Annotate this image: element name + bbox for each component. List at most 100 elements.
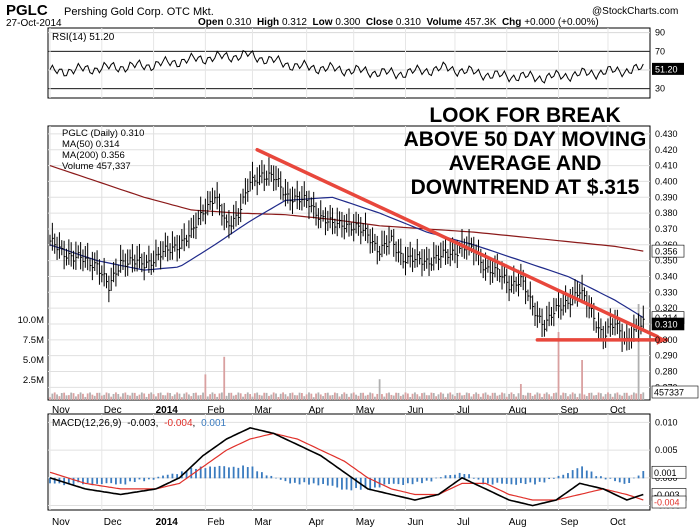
volume-bar	[251, 396, 254, 400]
macd-histogram-bar	[308, 477, 310, 485]
volume-bar	[512, 394, 515, 400]
macd-histogram-bar	[604, 477, 607, 480]
macd-histogram-bar	[256, 471, 259, 479]
volume-bar	[623, 392, 626, 400]
macd-histogram-bar	[279, 477, 282, 480]
volume-bar	[145, 396, 148, 400]
volume-bar	[67, 395, 70, 400]
volume-bar	[614, 393, 616, 400]
macd-histogram-bar	[289, 477, 292, 484]
volume-bar	[555, 392, 558, 400]
volume-bar	[206, 396, 209, 400]
ma50-legend: MA(50) 0.314	[62, 139, 120, 150]
volume-bar	[199, 395, 202, 400]
volume-bar	[468, 393, 470, 400]
volume-bar	[268, 395, 270, 400]
macd-histogram-bar	[402, 477, 405, 485]
volume-bar	[602, 396, 605, 400]
volume-tick-label: 10.0M	[18, 315, 44, 326]
volume-bar	[70, 392, 73, 400]
price-tick-label: 0.400	[655, 176, 678, 186]
macd-histogram-bar	[110, 477, 113, 484]
price-tick-label: 0.300	[655, 335, 678, 345]
volume-bar	[98, 392, 101, 400]
volume-bar	[155, 396, 157, 400]
volume-bar	[96, 392, 98, 400]
volume-bar	[538, 393, 541, 400]
macd-histogram-bar	[77, 477, 80, 483]
macd-histogram-bar	[642, 471, 645, 479]
volume-bar	[286, 396, 289, 400]
volume-bar	[204, 374, 207, 400]
volume-bar	[93, 395, 96, 400]
volume-bar	[545, 392, 548, 400]
volume-bar	[484, 392, 487, 400]
low-label: Low	[312, 17, 333, 28]
volume-bar	[531, 395, 534, 400]
company-name: Pershing Gold Corp. OTC Mkt.	[64, 6, 214, 18]
volume-bar	[341, 394, 343, 400]
macd-histogram-bar	[82, 477, 84, 485]
volume-bar	[63, 392, 66, 400]
trendline-arrowhead	[656, 334, 667, 345]
rsi-panel-frame	[47, 27, 651, 99]
volume-bar	[432, 393, 435, 400]
volume-bar	[571, 392, 574, 400]
price-value-badge-text: 0.310	[655, 319, 678, 329]
price-xtick-label: Dec	[104, 405, 122, 416]
macd-histogram-bar	[581, 466, 583, 479]
price-xtick-label: 2014	[156, 405, 179, 416]
volume-bar	[498, 394, 501, 400]
price-xtick-label: Jun	[408, 405, 424, 416]
low-value: 0.300	[335, 17, 361, 28]
macd-histogram-bar	[585, 470, 588, 479]
macd-histogram-bar	[392, 477, 395, 484]
volume-bar	[119, 396, 122, 400]
macd-histogram-bar	[609, 477, 612, 479]
volume-bar	[103, 394, 106, 400]
volume-bar	[557, 332, 560, 400]
macd-histogram-bar	[190, 467, 193, 479]
volume-bar	[256, 392, 259, 400]
volume-bar	[378, 379, 381, 400]
macd-histogram-bar	[213, 466, 216, 479]
volume-bar	[329, 395, 332, 400]
rsi-tick-label: 90	[655, 28, 665, 38]
macd-histogram-bar	[590, 471, 593, 479]
volume-bar	[117, 394, 120, 400]
macd-histogram-bar	[242, 465, 244, 479]
macd-histogram-bar	[317, 477, 320, 486]
volume-bar	[578, 393, 581, 400]
volume-bar	[58, 396, 61, 400]
volume-bar	[225, 395, 228, 400]
macd-xtick-label: Dec	[104, 517, 122, 528]
macd-histogram-bar	[86, 477, 89, 484]
macd-histogram-bar	[49, 477, 51, 484]
volume-bar	[74, 396, 77, 400]
macd-histogram-bar	[477, 477, 480, 480]
volume-bar	[336, 393, 339, 400]
macd-legend: MACD(12,26,9) -0.003, -0.004, 0.001	[52, 418, 227, 429]
volume-bar	[489, 395, 492, 400]
volume-bar	[458, 392, 461, 400]
volume-bar	[338, 396, 341, 400]
macd-histogram-bar	[185, 471, 188, 479]
macd-histogram-bar	[251, 466, 254, 479]
macd-histogram-bar	[67, 477, 70, 484]
volume-bar	[171, 396, 174, 400]
volume-bar	[404, 392, 407, 400]
volume-bar	[451, 394, 454, 400]
volume-bar	[107, 393, 110, 400]
volume-bar	[446, 393, 449, 400]
volume-bar	[192, 392, 195, 400]
volume-bar	[228, 392, 230, 400]
macd-histogram-bar	[519, 477, 522, 484]
macd-histogram-bar	[515, 477, 518, 485]
volume-bar	[258, 394, 261, 400]
macd-histogram-bar	[439, 477, 442, 479]
volume-bar	[510, 392, 513, 400]
macd-legend-hist: 0.001	[201, 418, 226, 429]
macd-histogram-bar	[312, 477, 315, 484]
macd-histogram-bar	[538, 477, 541, 482]
macd-histogram-bar	[129, 477, 131, 482]
